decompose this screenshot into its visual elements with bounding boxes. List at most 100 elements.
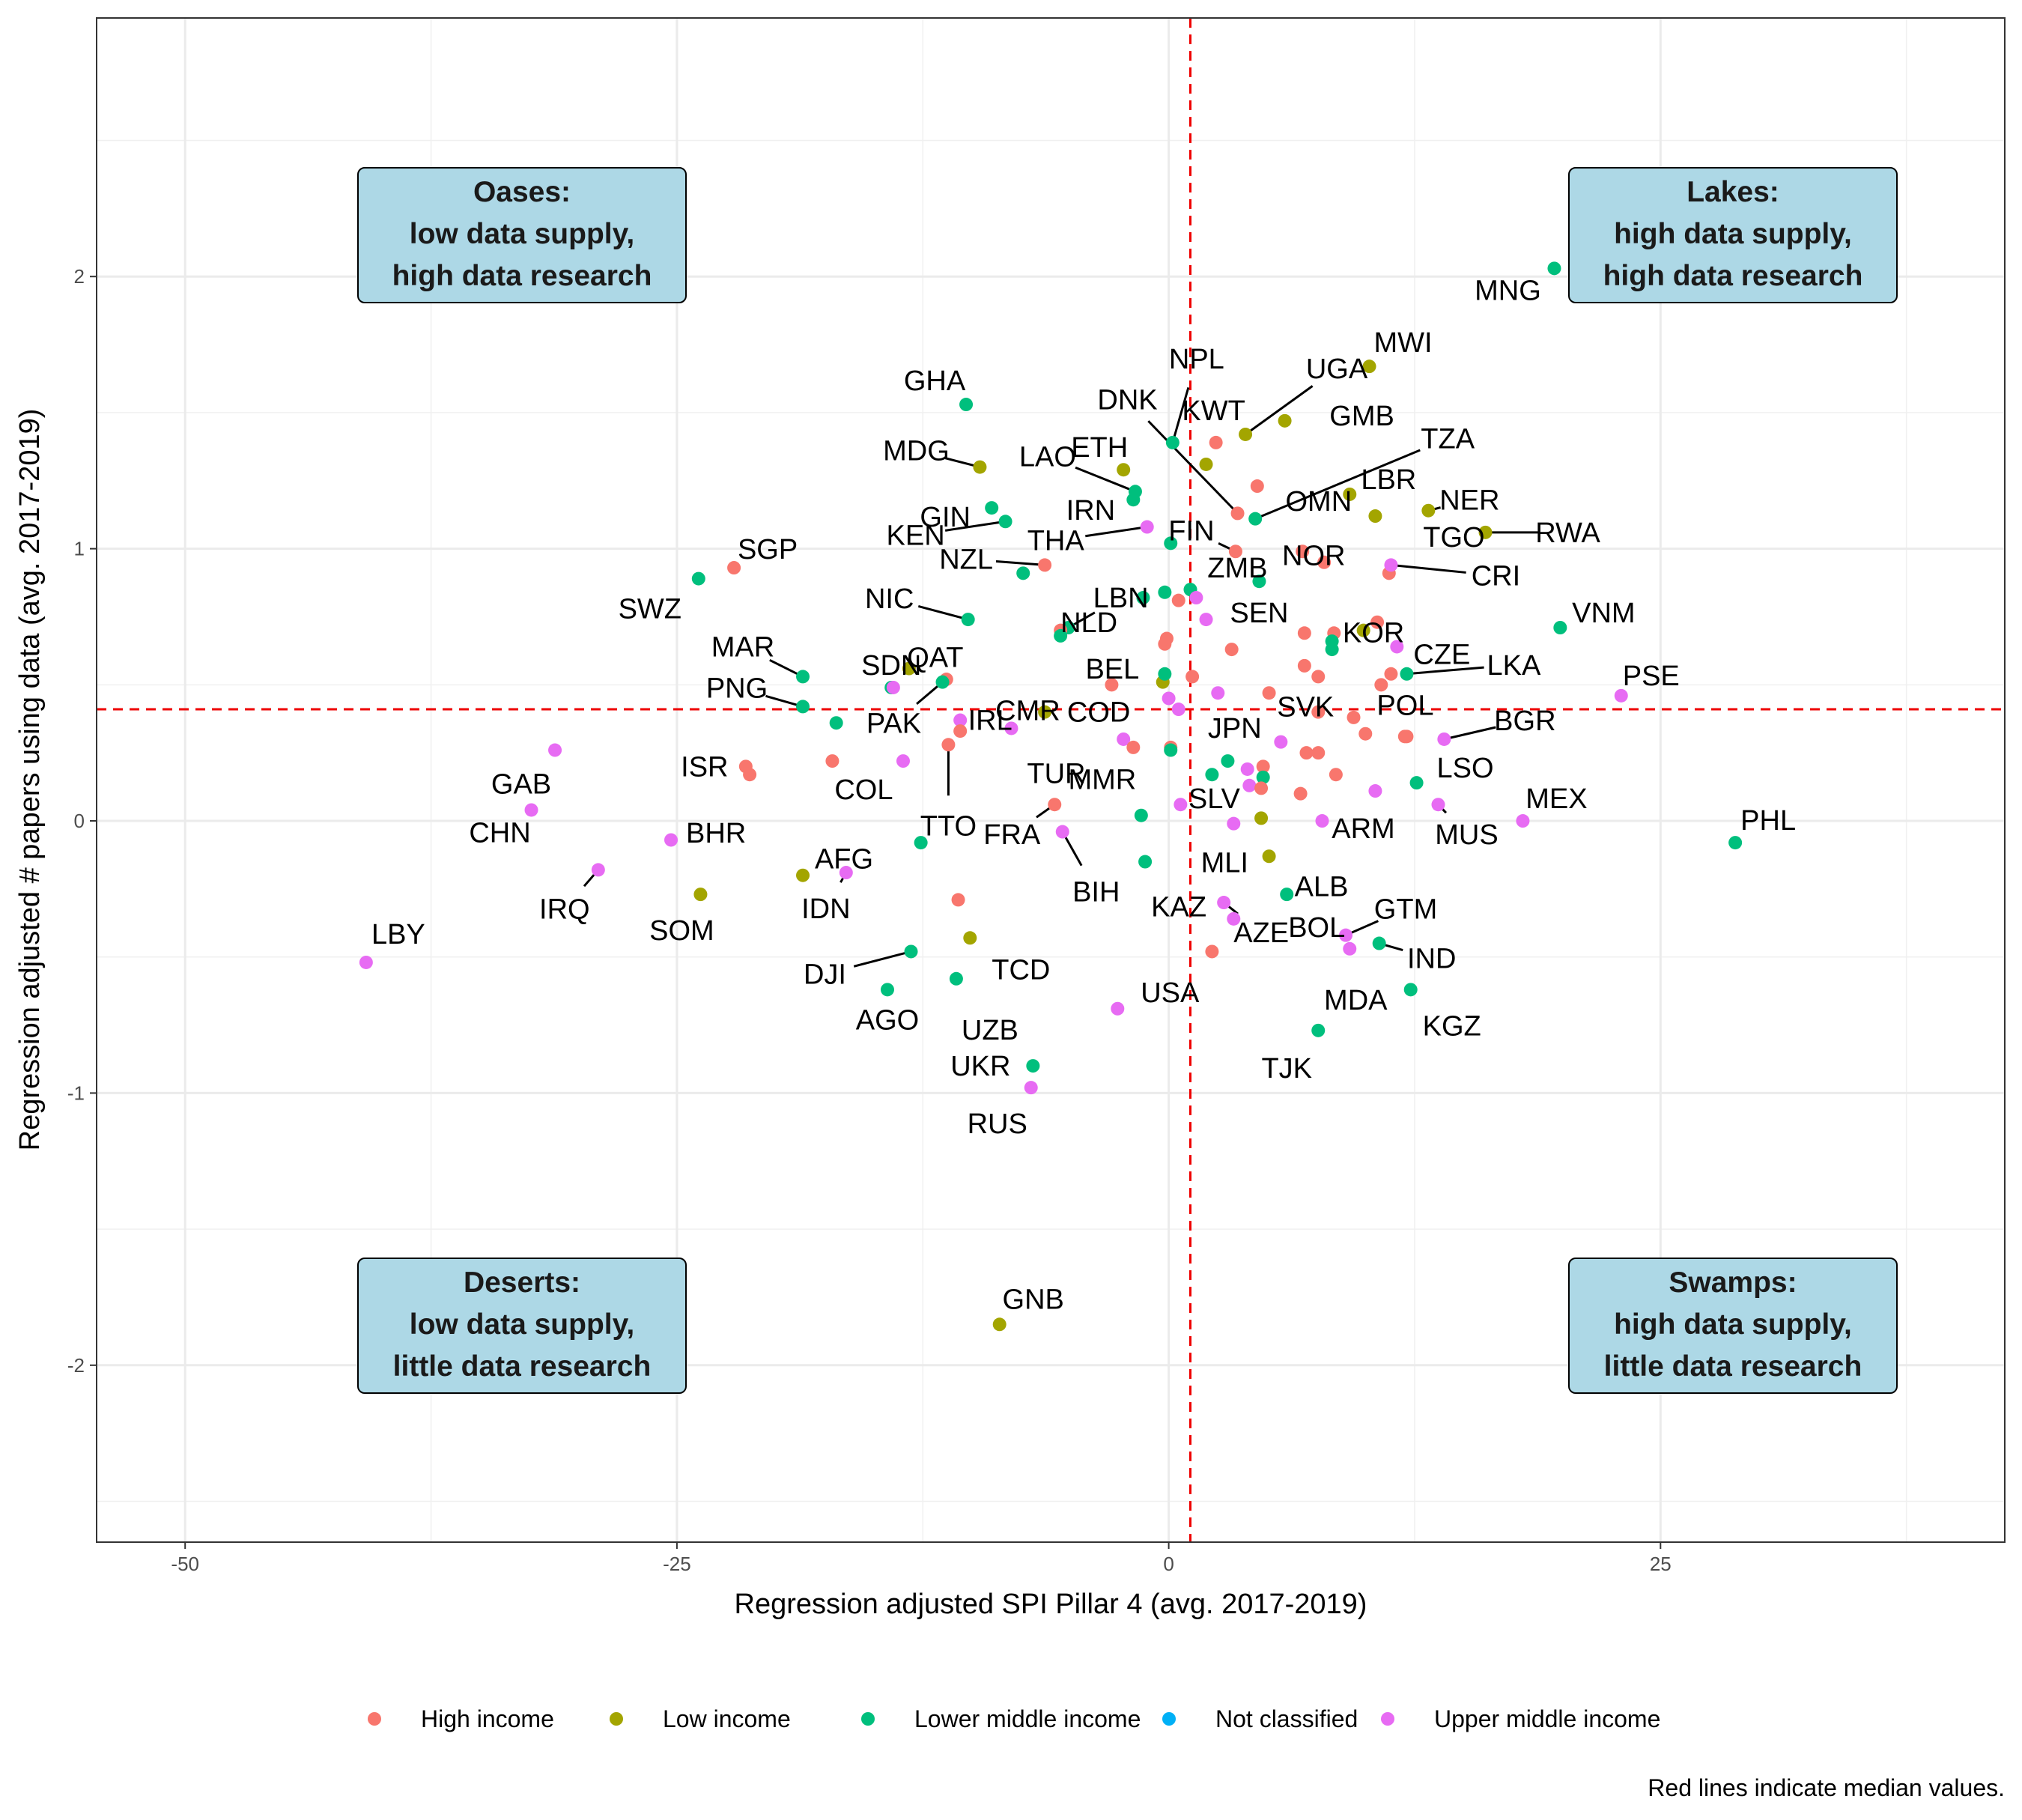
- quadrant-box-bg: [1568, 167, 1898, 303]
- label-leader-line: [1171, 386, 1190, 443]
- data-point: [914, 836, 928, 850]
- data-point: [1390, 640, 1404, 654]
- point-label: MEX: [1525, 783, 1587, 815]
- legend-label: Not classified: [1215, 1705, 1358, 1732]
- data-point: [1221, 754, 1235, 768]
- point-label: KEN: [887, 520, 945, 551]
- data-point: [1409, 776, 1424, 790]
- point-label: LBY: [371, 919, 425, 950]
- data-point: [953, 713, 968, 727]
- data-point: [1239, 427, 1253, 441]
- y-axis-title: Regression adjusted # papers using data …: [14, 409, 46, 1151]
- data-point: [839, 866, 853, 880]
- data-point: [1174, 798, 1188, 812]
- data-point: [973, 460, 987, 474]
- data-point: [1296, 545, 1310, 559]
- data-point: [1372, 936, 1386, 950]
- data-point: [949, 971, 963, 986]
- data-point: [953, 724, 968, 738]
- data-point: [1199, 457, 1213, 471]
- quadrant-box: Lakes: high data supply, high data researc…: [1568, 167, 1898, 303]
- data-point: [1274, 735, 1288, 749]
- data-point: [1329, 768, 1343, 782]
- data-point: [1126, 740, 1141, 754]
- data-point: [1117, 732, 1131, 746]
- data-point: [1217, 896, 1231, 910]
- point-label: LSO: [1437, 753, 1494, 784]
- point-label: SEN: [1230, 598, 1288, 629]
- label-leader-line: [1406, 666, 1484, 676]
- y-tick-label: 0: [74, 810, 85, 832]
- quadrant-text: high data research: [392, 260, 652, 292]
- point-label: JPN: [1208, 713, 1262, 744]
- data-point: [1117, 463, 1131, 477]
- quadrant-text: little data research: [393, 1350, 652, 1383]
- label-leader-line: [1254, 449, 1421, 521]
- point-label: USA: [1141, 977, 1200, 1009]
- legend-entry: Low income: [610, 1705, 791, 1732]
- data-point: [1297, 658, 1311, 673]
- point-label: BOL: [1288, 912, 1345, 944]
- data-point: [1384, 558, 1398, 572]
- data-point: [896, 754, 910, 768]
- data-point: [1356, 623, 1370, 637]
- point-label: OMN: [1285, 486, 1352, 518]
- data-point: [1315, 814, 1329, 828]
- data-point: [1054, 628, 1068, 643]
- data-point: [1421, 503, 1436, 518]
- data-point: [1431, 798, 1445, 812]
- data-point: [1248, 512, 1263, 526]
- point-label: KWT: [1182, 395, 1245, 427]
- legend-key: [610, 1712, 623, 1726]
- point-label: NLD: [1060, 607, 1117, 639]
- data-point: [1038, 705, 1052, 719]
- point-label: BHR: [686, 818, 746, 849]
- data-point: [1297, 626, 1311, 640]
- data-point: [1293, 786, 1308, 801]
- data-point: [1374, 678, 1388, 692]
- point-label: NER: [1439, 485, 1499, 517]
- label-leader-line: [944, 520, 1006, 532]
- data-point: [796, 868, 810, 882]
- data-point: [1728, 836, 1743, 850]
- point-label: AFG: [815, 844, 873, 876]
- point-label: CRI: [1472, 560, 1520, 592]
- data-point: [1205, 944, 1219, 959]
- data-point: [1278, 413, 1292, 428]
- data-point: [1159, 631, 1174, 646]
- data-point: [591, 863, 605, 877]
- label-leader-line: [1444, 726, 1496, 741]
- data-point: [664, 833, 678, 847]
- legend-key: [861, 1712, 875, 1726]
- data-point: [1026, 1059, 1040, 1073]
- point-label: QAT: [907, 643, 963, 674]
- legend-label: High income: [421, 1705, 554, 1732]
- data-point: [1126, 493, 1141, 507]
- data-point: [1185, 670, 1200, 684]
- point-label: BIH: [1072, 877, 1120, 909]
- plot-border: [96, 17, 2006, 1543]
- data-point: [548, 743, 562, 757]
- point-label: LBN: [1093, 583, 1149, 614]
- point-label: MMR: [1068, 765, 1136, 796]
- data-point: [1400, 667, 1414, 681]
- data-point: [1165, 435, 1180, 449]
- data-point: [1240, 762, 1254, 776]
- data-point: [825, 754, 840, 768]
- data-point: [1516, 814, 1530, 828]
- label-leader-line: [1245, 385, 1314, 436]
- data-points: [359, 261, 1743, 1332]
- quadrant-text: Lakes:: [1686, 176, 1779, 208]
- point-label: MDA: [1324, 985, 1388, 1016]
- x-tick-label: 25: [1650, 1553, 1672, 1575]
- legend-entry: Upper middle income: [1381, 1705, 1660, 1732]
- point-label: MLI: [1201, 848, 1248, 879]
- data-point: [1189, 591, 1203, 605]
- data-point: [1111, 1001, 1125, 1016]
- legend-key: [368, 1712, 381, 1726]
- label-leader-line: [1085, 526, 1147, 538]
- data-point: [985, 501, 999, 515]
- data-point: [1055, 825, 1069, 839]
- data-point: [796, 700, 810, 714]
